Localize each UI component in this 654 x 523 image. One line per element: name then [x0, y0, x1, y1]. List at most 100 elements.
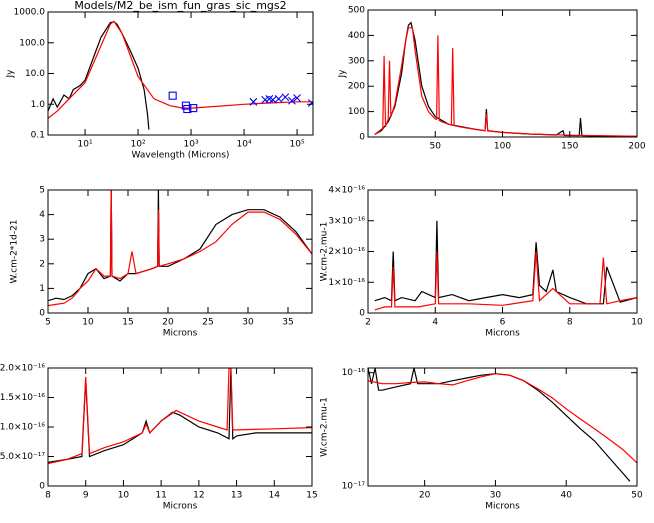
- x-tick-label: 10⁴: [237, 140, 252, 150]
- x-tick-label: 11: [155, 491, 166, 501]
- x-tick-label: 6: [500, 318, 506, 328]
- data-line: [48, 21, 150, 130]
- x-axis-label: Microns: [163, 329, 198, 339]
- x-axis-label: Microns: [485, 329, 520, 339]
- x-tick-label: 25: [202, 318, 213, 328]
- y-axis-label: W.cm-2*1d-21: [10, 219, 20, 283]
- x-tick-label: 100: [494, 142, 511, 152]
- plot-area: [374, 21, 637, 137]
- x-tick-label: 15: [306, 491, 317, 501]
- square-marker: [183, 104, 192, 114]
- y-axis-label: Jy: [6, 69, 16, 79]
- x-tick-label: 50: [631, 491, 643, 501]
- square-marker: [168, 91, 177, 100]
- x-tick-label: 30: [242, 318, 254, 328]
- cross-marker: [274, 94, 283, 103]
- x-tick-label: 4: [432, 318, 438, 328]
- y-tick-label: 5.0×10⁻¹⁷: [0, 452, 45, 462]
- y-tick-label: 1.0×10⁻¹⁶: [0, 423, 45, 433]
- x-tick-label: 12: [193, 491, 204, 501]
- data-line: [368, 368, 631, 482]
- y-tick-label: 0: [39, 482, 45, 492]
- y-axis-label: W.cm-2.mu-1: [320, 222, 330, 282]
- x-tick-label: 8: [567, 318, 573, 328]
- cross-marker: [288, 96, 296, 105]
- x-tick-label: 10¹: [78, 140, 93, 150]
- y-tick-label: 400: [348, 31, 365, 41]
- cross-marker: [307, 99, 313, 107]
- y-tick-label: 4×10⁻¹⁶: [328, 186, 365, 196]
- y-tick-label: 200: [348, 82, 365, 92]
- y-tick-label: 10.0: [25, 69, 45, 79]
- x-tick-label: 2: [365, 318, 371, 328]
- y-tick-label: 1: [39, 284, 45, 294]
- x-tick-label: 14: [269, 491, 281, 501]
- x-tick-label: 10³: [184, 140, 199, 150]
- x-tick-label: 10: [118, 491, 130, 501]
- data-line: [374, 251, 637, 311]
- x-tick-label: 10: [82, 318, 94, 328]
- axes-frame: [47, 189, 313, 314]
- y-tick-label: 1.0: [31, 100, 46, 110]
- x-tick-label: 20: [419, 491, 431, 501]
- data-line: [374, 220, 637, 305]
- y-tick-label: 10⁻¹⁷: [342, 482, 366, 492]
- y-tick-label: 300: [348, 56, 365, 66]
- plot-area: [368, 368, 637, 482]
- plot-area: [374, 220, 637, 311]
- plot-area: [48, 190, 312, 307]
- x-tick-label: 5: [45, 318, 51, 328]
- cross-marker: [281, 93, 290, 102]
- y-tick-label: 5: [39, 186, 45, 196]
- x-axis-label: Microns: [485, 502, 520, 512]
- y-tick-label: 10⁻¹⁶: [342, 368, 366, 378]
- y-tick-label: 4: [39, 210, 45, 220]
- y-axis-label: W.cm-2.mu-1: [320, 397, 330, 457]
- x-tick-label: 150: [561, 142, 578, 152]
- data-line: [48, 20, 313, 119]
- chart-title: Models/M2_be_ism_fun_gras_sic_mgs2: [74, 0, 286, 12]
- square-marker: [189, 104, 198, 113]
- y-tick-label: 0: [359, 309, 365, 319]
- y-tick-label: 100: [348, 107, 365, 117]
- x-tick-label: 13: [231, 491, 242, 501]
- cross-marker: [293, 94, 301, 102]
- y-tick-label: 1×10⁻¹⁶: [328, 278, 365, 288]
- x-tick-label: 9: [83, 491, 89, 501]
- y-tick-label: 100.0: [19, 38, 45, 48]
- x-tick-label: 30: [490, 491, 502, 501]
- plot-area: [48, 368, 312, 465]
- y-tick-label: 2: [39, 259, 45, 269]
- y-tick-label: 3×10⁻¹⁶: [328, 216, 365, 226]
- x-axis-label: Wavelength (Microns): [132, 151, 230, 161]
- y-tick-label: 3: [39, 235, 45, 245]
- x-axis-label: Microns: [163, 502, 198, 512]
- y-tick-label: 0.1: [31, 131, 45, 141]
- y-tick-label: 2×10⁻¹⁶: [328, 247, 365, 257]
- x-tick-label: 20: [162, 318, 174, 328]
- x-tick-label: 200: [628, 142, 645, 152]
- plot-area: [48, 20, 313, 130]
- y-tick-label: 500: [348, 6, 365, 16]
- y-tick-label: 1.5×10⁻¹⁶: [0, 393, 45, 403]
- data-line: [374, 27, 637, 137]
- data-line: [368, 373, 637, 464]
- x-tick-label: 35: [282, 318, 293, 328]
- x-tick-label: 40: [560, 491, 572, 501]
- x-tick-label: 10: [631, 318, 643, 328]
- x-tick-label: 8: [45, 491, 51, 501]
- x-tick-label: 10²: [131, 140, 146, 150]
- y-tick-label: 1000.0: [14, 8, 46, 18]
- x-tick-label: 10⁵: [290, 140, 305, 150]
- x-tick-label: 15: [122, 318, 133, 328]
- y-tick-label: 2.0×10⁻¹⁶: [0, 364, 45, 374]
- cross-marker: [249, 97, 258, 106]
- y-tick-label: 0: [39, 309, 45, 319]
- x-tick-label: 50: [430, 142, 442, 152]
- data-line: [48, 368, 312, 465]
- axes-frame: [367, 367, 638, 487]
- data-line: [48, 190, 312, 307]
- y-axis-label: Jy: [338, 69, 348, 79]
